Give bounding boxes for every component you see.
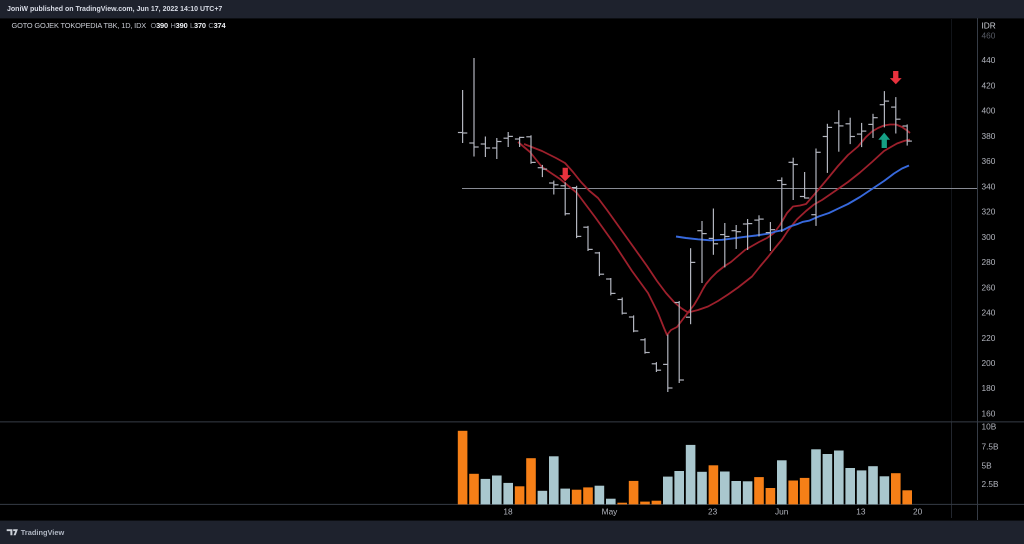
svg-text:160: 160 <box>982 409 996 419</box>
svg-text:200: 200 <box>982 358 996 368</box>
svg-text:360: 360 <box>982 156 996 166</box>
svg-text:240: 240 <box>982 308 996 318</box>
svg-text:260: 260 <box>982 282 996 292</box>
svg-text:7.5B: 7.5B <box>982 442 1000 452</box>
svg-text:220: 220 <box>982 333 996 343</box>
svg-text:300: 300 <box>982 232 996 242</box>
svg-text:13: 13 <box>856 507 866 517</box>
svg-text:380: 380 <box>982 131 996 141</box>
svg-text:440: 440 <box>982 55 996 65</box>
svg-text:20: 20 <box>913 507 923 517</box>
svg-text:18: 18 <box>503 507 513 517</box>
svg-text:460: 460 <box>982 31 996 41</box>
svg-text:23: 23 <box>708 507 718 517</box>
svg-text:GOTO GOJEK TOKOPEDIA TBK, 1D,: GOTO GOJEK TOKOPEDIA TBK, 1D, IDX O390 H3… <box>12 21 227 30</box>
svg-text:5B: 5B <box>982 460 993 470</box>
svg-text:400: 400 <box>982 106 996 116</box>
svg-text:JoniW published on TradingView: JoniW published on TradingView.com, Jun … <box>7 6 222 13</box>
svg-text:10B: 10B <box>982 422 997 432</box>
svg-text:180: 180 <box>982 383 996 393</box>
svg-text:IDR: IDR <box>982 21 996 31</box>
svg-text:420: 420 <box>982 80 996 90</box>
svg-text:TradingView: TradingView <box>21 528 65 537</box>
svg-text:280: 280 <box>982 257 996 267</box>
svg-text:2.5B: 2.5B <box>982 479 1000 489</box>
svg-text:340: 340 <box>982 181 996 191</box>
svg-text:May: May <box>602 507 619 517</box>
svg-text:320: 320 <box>982 207 996 217</box>
svg-text:Jun: Jun <box>775 507 789 517</box>
